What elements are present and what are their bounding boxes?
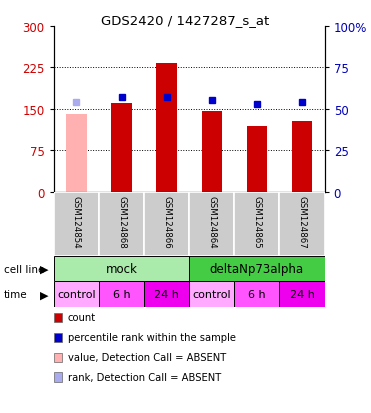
Text: GSM124865: GSM124865 [252, 195, 262, 248]
Text: control: control [57, 290, 96, 299]
Text: GSM124868: GSM124868 [117, 195, 126, 248]
Text: ▶: ▶ [40, 264, 49, 274]
Bar [144, 192, 189, 256]
Bar [99, 282, 144, 307]
Bar [144, 282, 189, 307]
Bar [157, 64, 177, 192]
Text: 24 h: 24 h [154, 290, 179, 299]
Text: GSM124864: GSM124864 [207, 195, 216, 248]
Bar [54, 256, 189, 282]
Bar [54, 282, 99, 307]
Bar [66, 115, 86, 192]
Bar [279, 192, 325, 256]
Text: percentile rank within the sample: percentile rank within the sample [68, 332, 236, 342]
Bar [189, 256, 325, 282]
Text: 6 h: 6 h [248, 290, 266, 299]
Text: ▶: ▶ [40, 290, 49, 299]
Text: count: count [68, 313, 96, 323]
Text: control: control [193, 290, 231, 299]
Text: GDS2420 / 1427287_s_at: GDS2420 / 1427287_s_at [101, 14, 270, 27]
Text: GSM124866: GSM124866 [162, 195, 171, 248]
Bar [99, 192, 144, 256]
Text: deltaNp73alpha: deltaNp73alpha [210, 262, 304, 275]
Bar [279, 282, 325, 307]
Text: GSM124867: GSM124867 [298, 195, 306, 248]
Bar [247, 127, 267, 192]
Text: 6 h: 6 h [113, 290, 130, 299]
Text: rank, Detection Call = ABSENT: rank, Detection Call = ABSENT [68, 372, 221, 382]
Bar [234, 282, 279, 307]
Bar [201, 112, 222, 192]
Text: value, Detection Call = ABSENT: value, Detection Call = ABSENT [68, 352, 226, 362]
Bar [292, 121, 312, 192]
Text: GSM124854: GSM124854 [72, 195, 81, 248]
Bar [189, 192, 234, 256]
Bar [54, 192, 99, 256]
Bar [111, 104, 132, 192]
Text: time: time [4, 290, 27, 299]
Text: 24 h: 24 h [290, 290, 315, 299]
Bar [189, 282, 234, 307]
Text: mock: mock [106, 262, 137, 275]
Text: cell line: cell line [4, 264, 44, 274]
Bar [234, 192, 279, 256]
